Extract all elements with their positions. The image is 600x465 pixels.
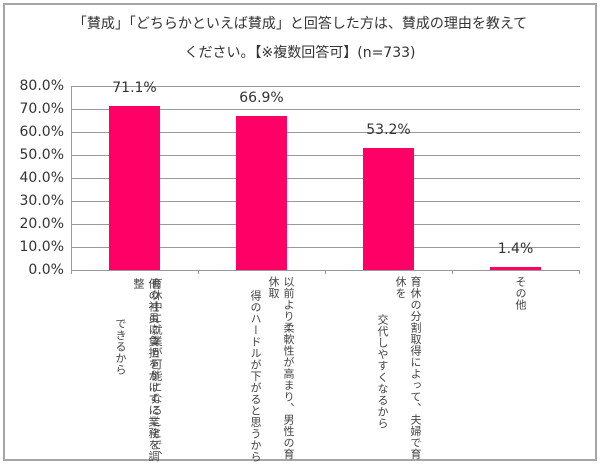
chart-frame xyxy=(3,3,597,461)
bar-split-leave-alternate xyxy=(363,147,414,270)
category-label: 以前より柔軟性が高まり、男性の育休取 xyxy=(267,276,295,460)
data-label: 71.1% xyxy=(112,80,157,97)
gridline xyxy=(71,201,580,202)
gridline xyxy=(71,109,580,110)
category-label: 得のハードルが下がると思うから xyxy=(249,290,262,463)
gridline xyxy=(71,178,580,179)
y-tick-label: 40.0% xyxy=(19,170,64,186)
x-tick xyxy=(198,270,199,274)
gridline xyxy=(71,155,580,156)
gridline xyxy=(71,247,580,248)
category-label: できるから xyxy=(114,318,127,376)
category-label: 育休の分割取得によって、夫婦で育休を xyxy=(394,276,422,460)
x-tick xyxy=(579,270,580,274)
bar-work-during-leave xyxy=(109,106,160,270)
y-tick-label: 70.0% xyxy=(19,101,64,117)
data-label: 53.2% xyxy=(366,121,411,138)
y-axis-line xyxy=(71,86,72,270)
data-label: 1.4% xyxy=(497,240,534,257)
y-tick-label: 60.0% xyxy=(19,124,64,140)
category-label: その他 xyxy=(514,276,527,311)
chart-title-line-1: 「賛成」「どちらかといえば賛成」と回答した方は、賛成の理由を教えて xyxy=(72,16,528,32)
y-tick-label: 80.0% xyxy=(19,78,64,94)
x-tick xyxy=(452,270,453,274)
data-label: 66.9% xyxy=(239,90,284,107)
bar-flexibility-lower-hurdle xyxy=(236,116,287,270)
gridline xyxy=(71,224,580,225)
gridline xyxy=(71,132,580,133)
gridline xyxy=(71,86,580,87)
y-tick-label: 10.0% xyxy=(19,239,64,255)
category-label: 他の社員に負担をかけずに業務を調整 xyxy=(132,278,160,462)
y-tick-label: 30.0% xyxy=(19,193,64,209)
y-tick-label: 50.0% xyxy=(19,147,64,163)
x-tick xyxy=(71,270,72,274)
x-tick xyxy=(325,270,326,274)
category-label: 交代しやすくなるから xyxy=(376,314,389,429)
bar-other xyxy=(490,266,541,270)
y-tick-label: 20.0% xyxy=(19,216,64,232)
category-label: 育休中に就業が可能になることで、 xyxy=(150,278,163,462)
y-tick-label: 0.0% xyxy=(28,262,64,278)
chart-title-line-2: ください。【※複数回答可】(n=733) xyxy=(184,45,416,61)
